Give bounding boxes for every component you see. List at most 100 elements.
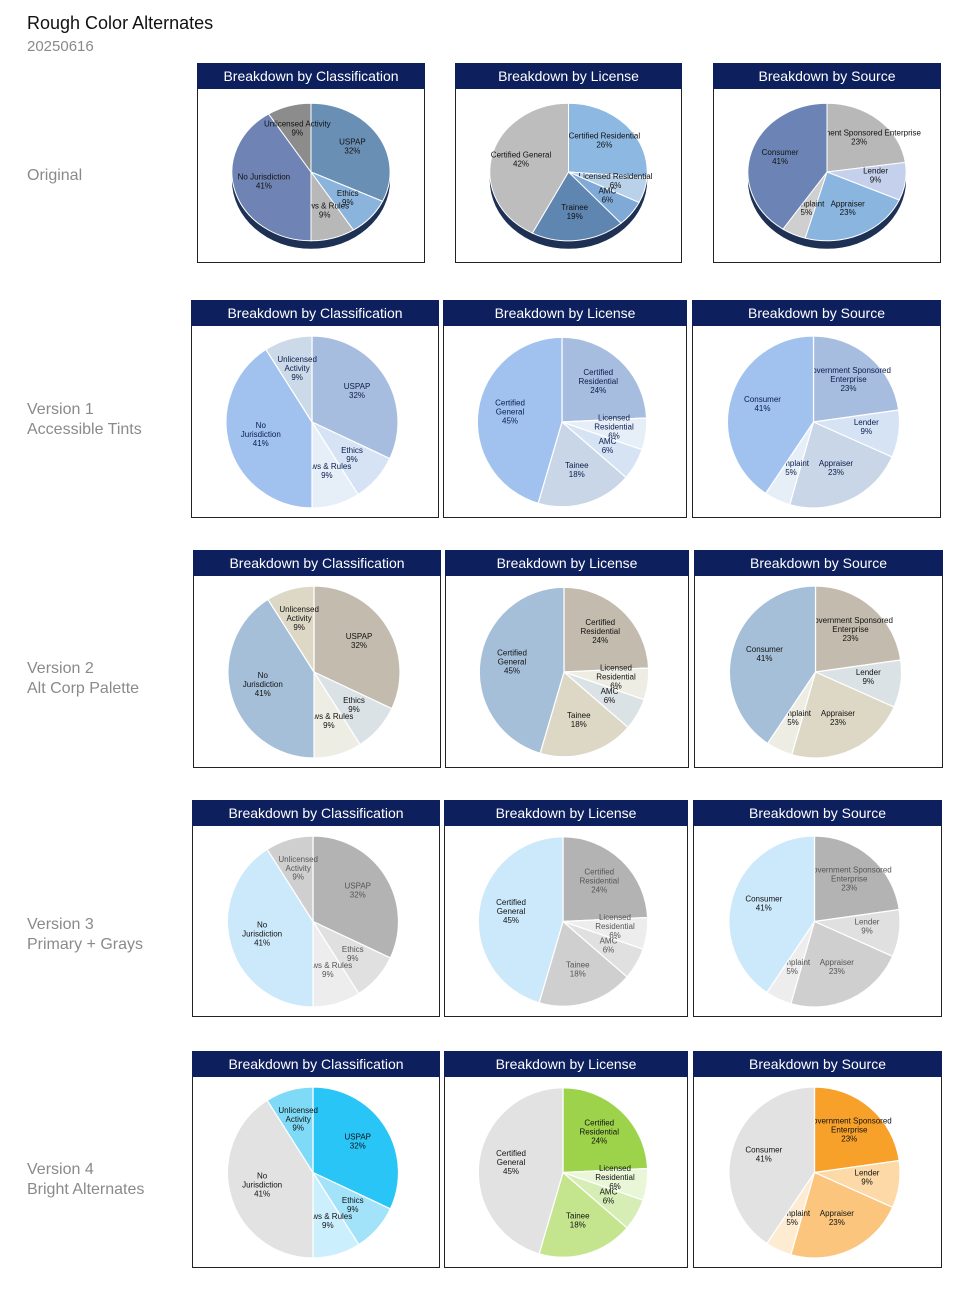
pie-label-no-jurisdiction: No Jurisdiction 41%	[243, 671, 283, 698]
chart-panel-breakdown-by-source: Government Sponsored Enterprise 23% Lender…	[713, 63, 941, 263]
pie-label-laws-rules: Laws & Rules 9%	[303, 1212, 352, 1230]
pie-label-tainee: Tainee 18%	[567, 711, 591, 729]
chart-title: Breakdown by License	[455, 63, 682, 89]
pie-chart: Certified Residential 24% Licensed Residenti…	[477, 836, 649, 1007]
pie-label-consumer: Consumer 41%	[746, 645, 783, 663]
pie-label-certified-residential: Certified Residential 26%	[569, 132, 641, 150]
pie-label-uspap: USPAP 32%	[344, 882, 371, 900]
chart-title: Breakdown by Classification	[197, 63, 425, 89]
pie-label-certified-residential: Certified Residential 24%	[578, 368, 618, 395]
chart-panel-breakdown-by-source: Government Sponsored Enterprise 23% Lender 9…	[694, 550, 943, 768]
pie-label-licensed-residential: Licensed Residential 6%	[595, 913, 635, 940]
pie-label-ethics: Ethics 9%	[337, 189, 359, 207]
pie-slice-consumer	[747, 102, 828, 230]
pie-label-appraiser: Appraiser 23%	[820, 958, 855, 976]
pie-slice-appraiser	[790, 671, 895, 759]
chart-title: Breakdown by Source	[693, 1051, 942, 1077]
pie-label-lender: Lender 9%	[856, 668, 881, 686]
pie-label-certified-general: Certified General 42%	[491, 151, 552, 169]
pie-slice-government-sponsored-enterprise	[813, 1086, 900, 1174]
chart-title: Breakdown by Classification	[191, 300, 439, 326]
pie-chart: Government Sponsored Enterprise 23% Lender 9…	[728, 1086, 901, 1259]
pie-chart: USPAP 32% Ethics 9%Laws & Rules 9% No Jurisdic…	[225, 335, 399, 509]
pie-slice-certified-general	[476, 336, 563, 505]
pie-slice-certified-general	[478, 586, 565, 755]
pie-label-certified-residential: Certified Residential 24%	[579, 1119, 619, 1146]
pie-slice-certified-residential	[568, 102, 648, 178]
pie-label-laws-rules: Laws & Rules 9%	[302, 462, 351, 480]
pie-label-unlicensed-activity: Unlicensed Activity 9%	[277, 355, 317, 382]
pie-slice-certified-residential	[563, 586, 650, 673]
pie-label-consumer: Consumer 41%	[745, 1146, 782, 1164]
chart-title: Breakdown by Classification	[192, 1051, 440, 1077]
row-label-line: Bright Alternates	[27, 1181, 145, 1198]
pie-label-unlicensed-activity: Unlicensed Activity 9%	[278, 855, 318, 882]
pie-slice-tainee	[538, 1171, 628, 1258]
pie-label-consumer: Consumer 41%	[745, 895, 782, 913]
chart-title: Breakdown by Classification	[193, 550, 441, 576]
chart-panel-breakdown-by-classification: USPAP 32% Ethics 9% Laws & Rules 9% No Jurisdi…	[197, 63, 425, 263]
pie-chart: Certified Residential 24% Licensed Residenti…	[477, 1087, 649, 1258]
pie-slice-certified-general	[489, 102, 569, 234]
row-label-line: Accessible Tints	[27, 421, 142, 438]
pie-chart: USPAP 32% Ethics 9%Laws & Rules 9% No Jurisdic…	[226, 1086, 400, 1259]
pie-label-uspap: USPAP 32%	[339, 138, 366, 156]
pie-label-licensed-residential: Licensed Residential 6%	[596, 664, 636, 691]
pie-slice-uspap	[312, 835, 400, 959]
pie-label-uspap: USPAP 32%	[344, 1133, 371, 1151]
pie-label-complaint: Complaint 5%	[788, 199, 825, 217]
pie-slice-certified-general	[477, 836, 564, 1004]
chart-panel-breakdown-by-classification: USPAP 32% Ethics 9% Laws & Rules 9% No Jurisdic…	[193, 550, 441, 768]
pie-chart: USPAP 32% Ethics 9%Laws & Rules 9% No Jurisdi…	[231, 102, 391, 249]
pie-label-licensed-residential: Licensed Residential 6%	[594, 414, 634, 441]
pie-slice-unlicensed-activity	[266, 1086, 314, 1175]
pie-slice-tainee	[539, 670, 629, 758]
row-label-version-2: Version 2 Alt Corp Palette	[27, 659, 139, 699]
pie-label-amc: AMC 6%	[599, 437, 617, 455]
pie-slice-uspap	[310, 102, 391, 202]
pie-slice-government-sponsored-enterprise	[814, 585, 902, 673]
pie-slice-certified-general	[477, 1087, 564, 1255]
pie-label-ethics: Ethics 9%	[342, 945, 364, 963]
pie-slice-government-sponsored-enterprise	[812, 335, 900, 423]
row-label-version-3: Version 3 Primary + Grays	[27, 915, 143, 955]
row-label-line: Version 3	[27, 916, 94, 933]
pie-label-tainee: Tainee 18%	[565, 461, 589, 479]
pie-label-appraiser: Appraiser 23%	[820, 1209, 855, 1227]
pie-label-trainee: Trainee 19%	[561, 203, 588, 221]
row-label-line: Version 2	[27, 660, 94, 677]
pie-label-amc: AMC 6%	[601, 687, 619, 705]
chart-title: Breakdown by Source	[693, 800, 942, 826]
pie-label-lender: Lender 9%	[854, 418, 879, 436]
pie-slice-consumer	[728, 835, 816, 994]
pie-label-laws-rules: Laws & Rules 9%	[300, 202, 349, 220]
pie-chart: Certified Residential 24% Licensed Residenti…	[476, 336, 648, 508]
chart-panel-breakdown-by-license: Certified Residential 26% Licensed Residen…	[455, 63, 682, 263]
pie-label-lender: Lender 9%	[863, 167, 888, 185]
pie-label-no-jurisdiction: No Jurisdiction 41%	[242, 1171, 282, 1198]
row-label-version-4: Version 4 Bright Alternates	[27, 1160, 144, 1200]
pie-label-government-sponsored-enterprise: Government Sponsored Enterprise 23%	[807, 1117, 892, 1144]
chart-title: Breakdown by License	[443, 300, 687, 326]
pie-label-licensed-residential: Licensed Residential 6%	[579, 172, 653, 190]
pie-label-government-sponsored-enterprise: Government Sponsored Enterprise 23%	[807, 866, 892, 893]
pie-slice-tainee	[537, 420, 627, 508]
page-date: 20250616	[27, 38, 94, 55]
chart-title: Breakdown by Classification	[192, 800, 440, 826]
pie-label-unlicensed-activity: Unlicensed Activity 9%	[264, 120, 331, 138]
pie-label-complaint: Complaint 5%	[773, 459, 810, 477]
pie-slice-uspap	[312, 1086, 400, 1210]
pie-label-complaint: Complaint 5%	[774, 1209, 811, 1227]
pie-label-tainee: Tainee 18%	[566, 1211, 590, 1229]
pie-label-amc: AMC 6%	[598, 186, 616, 204]
row-label-version-1: Version 1 Accessible Tints	[27, 400, 142, 440]
pie-label-unlicensed-activity: Unlicensed Activity 9%	[278, 1106, 318, 1133]
pie-label-certified-general: Certified General 45%	[496, 1149, 526, 1176]
pie-label-appraiser: Appraiser 23%	[821, 709, 856, 727]
page-title: Rough Color Alternates	[27, 13, 214, 33]
chart-panel-breakdown-by-license: Certified Residential 24% Licensed Residenti…	[445, 550, 689, 768]
chart-panel-breakdown-by-license: Certified Residential 24% Licensed Residenti…	[444, 1051, 688, 1268]
pie-slice-certified-residential	[562, 836, 649, 923]
pie-label-complaint: Complaint 5%	[774, 958, 811, 976]
pie-label-certified-general: Certified General 45%	[497, 649, 527, 676]
